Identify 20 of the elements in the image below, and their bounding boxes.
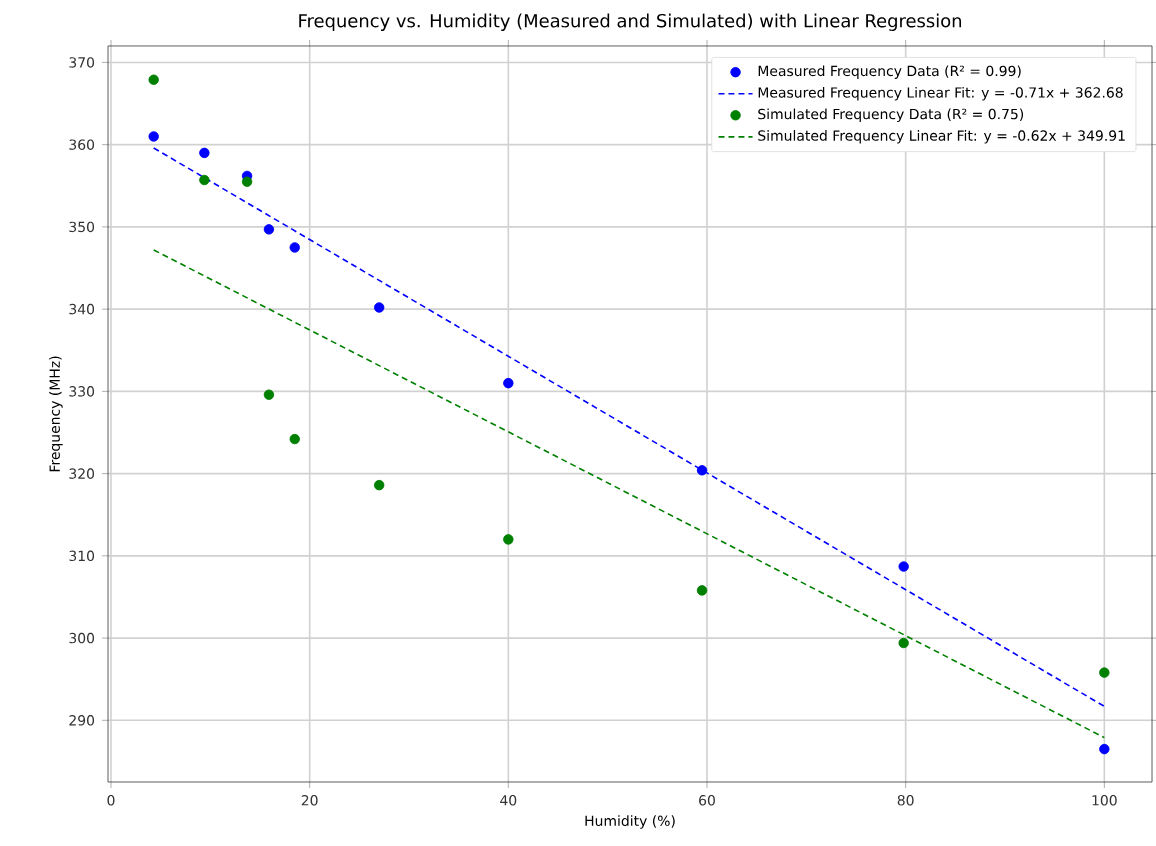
point bbox=[263, 389, 275, 400]
point bbox=[263, 224, 275, 235]
point bbox=[696, 465, 708, 476]
chart-title: Frequency vs. Humidity (Measured and Simulated) with Linear Regression bbox=[299, 13, 962, 31]
point bbox=[1099, 743, 1110, 755]
point bbox=[148, 74, 159, 85]
point bbox=[241, 176, 253, 187]
point bbox=[148, 131, 159, 142]
point bbox=[696, 585, 708, 596]
point bbox=[898, 561, 909, 572]
point bbox=[289, 242, 300, 253]
point bbox=[199, 174, 210, 186]
point bbox=[503, 377, 514, 389]
point bbox=[503, 534, 514, 545]
point bbox=[374, 479, 385, 491]
point bbox=[374, 302, 385, 313]
point bbox=[199, 147, 210, 159]
point bbox=[898, 637, 909, 649]
point bbox=[289, 433, 300, 445]
point bbox=[1099, 667, 1110, 678]
